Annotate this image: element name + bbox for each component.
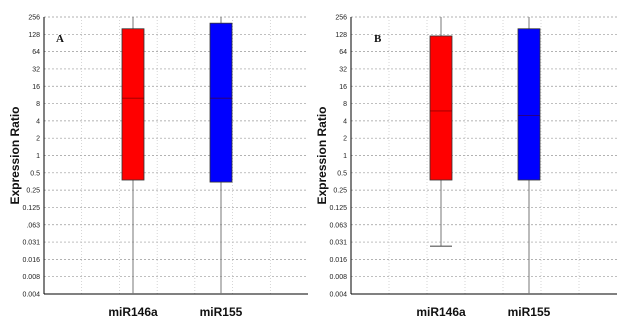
y-tick-label: 0.004 [329, 292, 347, 299]
y-tick-label: 1 [36, 153, 40, 160]
y-tick-label: 0.125 [329, 205, 347, 212]
box-mir146a [429, 35, 453, 181]
x-category-label: miR155 [508, 305, 551, 319]
y-tick-label: 0.125 [22, 205, 40, 212]
y-axis-title: Expression Ratio [8, 106, 22, 204]
panel-label: B [374, 33, 382, 45]
y-tick-label: 32 [339, 66, 347, 73]
y-tick-label: 0.008 [329, 274, 347, 281]
x-category-label: miR146a [416, 305, 466, 319]
y-tick-label: 0.25 [26, 188, 40, 195]
y-tick-label: 0.016 [329, 257, 347, 264]
y-tick-label: 2 [343, 136, 347, 143]
x-category-label: miR155 [200, 305, 243, 319]
y-tick-label: 64 [339, 49, 347, 56]
chart-panel-b: 256 128 64 32 16 8 4 2 1 0.5 0.25 0.125 0.063 0.031 0.… [315, 15, 617, 319]
x-category-label: miR146a [108, 305, 158, 319]
y-tick-label: 0.031 [22, 240, 40, 247]
y-tick-label: 16 [339, 84, 347, 91]
y-tick-label: 8 [36, 101, 40, 108]
chart-panel-a: 256 128 64 32 16 8 4 2 1 0.5 0.25 0.125 .063 0.031 0.0… [8, 15, 308, 319]
y-tick-label: 8 [343, 101, 347, 108]
box-mir146a [121, 28, 145, 181]
y-tick-label: 128 [335, 32, 347, 39]
y-tick-label: 0.5 [337, 170, 347, 177]
box-mir155 [517, 28, 541, 181]
y-tick-label: 32 [32, 66, 40, 73]
y-tick-label: 256 [335, 15, 347, 22]
y-tick-label: 0.5 [30, 170, 40, 177]
y-tick-label: .063 [26, 222, 40, 229]
panel-label: A [56, 33, 64, 45]
y-tick-label: 0.008 [22, 274, 40, 281]
y-tick-label: 64 [32, 49, 40, 56]
box-mir155 [209, 22, 233, 183]
y-tick-label: 0.016 [22, 257, 40, 264]
y-tick-label: 0.031 [329, 240, 347, 247]
y-tick-label: 2 [36, 136, 40, 143]
y-tick-label: 256 [28, 15, 40, 22]
y-tick-label: 0.004 [22, 292, 40, 299]
y-axis-title: Expression Ratio [315, 106, 329, 204]
y-tick-label: 4 [36, 118, 40, 125]
y-tick-label: 128 [28, 32, 40, 39]
y-tick-label: 1 [343, 153, 347, 160]
y-tick-label: 4 [343, 118, 347, 125]
y-tick-label: 0.25 [333, 188, 347, 195]
y-tick-label: 0.063 [329, 222, 347, 229]
y-tick-label: 16 [32, 84, 40, 91]
